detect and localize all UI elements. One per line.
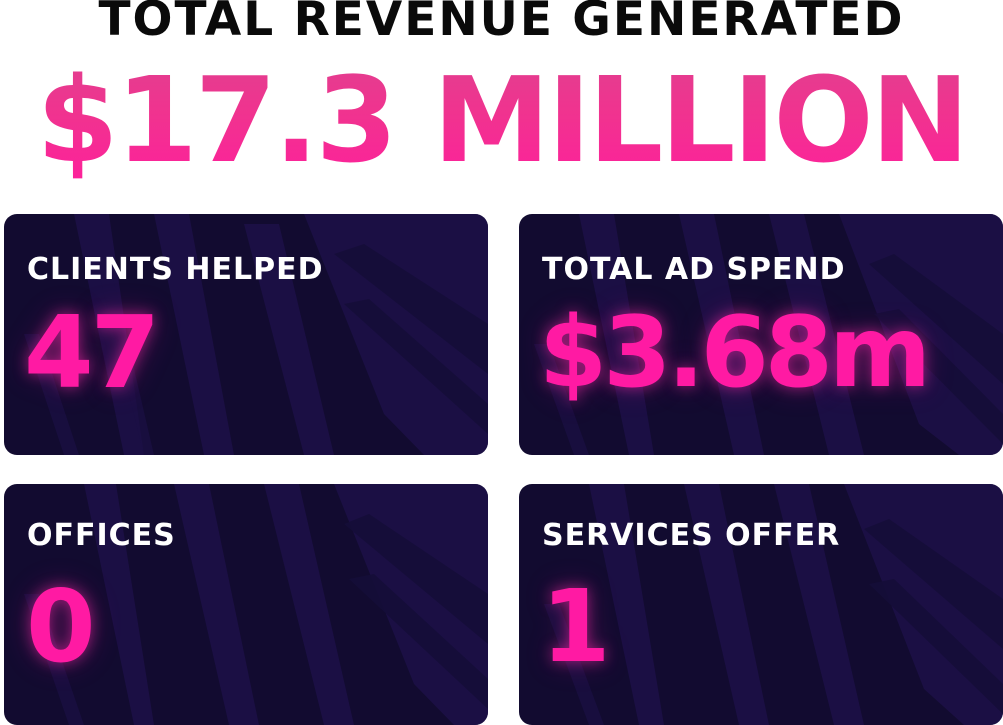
brush-texture-icon: [24, 214, 488, 455]
page-title: TOTAL REVENUE GENERATED: [98, 0, 905, 47]
clients-helped-label: CLIENTS HELPED: [27, 252, 324, 287]
stat-card-services-offer: SERVICES OFFER 1: [519, 484, 1003, 725]
brush-texture-icon: [24, 484, 488, 725]
total-ad-spend-value: $3.68m: [539, 296, 931, 410]
stat-card-offices: OFFICES 0: [4, 484, 488, 725]
stat-card-clients-helped: CLIENTS HELPED 47: [4, 214, 488, 455]
brush-texture-icon: [534, 214, 1003, 455]
services-offer-value: 1: [541, 568, 611, 685]
offices-label: OFFICES: [27, 518, 176, 553]
offices-value: 0: [26, 568, 96, 685]
total-revenue-figure: $17.3 MILLION: [0, 50, 1003, 190]
services-offer-label: SERVICES OFFER: [542, 518, 841, 553]
total-ad-spend-label: TOTAL AD SPEND: [542, 252, 846, 287]
stat-card-total-ad-spend: TOTAL AD SPEND $3.68m: [519, 214, 1003, 455]
brush-texture-icon: [544, 484, 1003, 725]
clients-helped-value: 47: [24, 294, 160, 411]
